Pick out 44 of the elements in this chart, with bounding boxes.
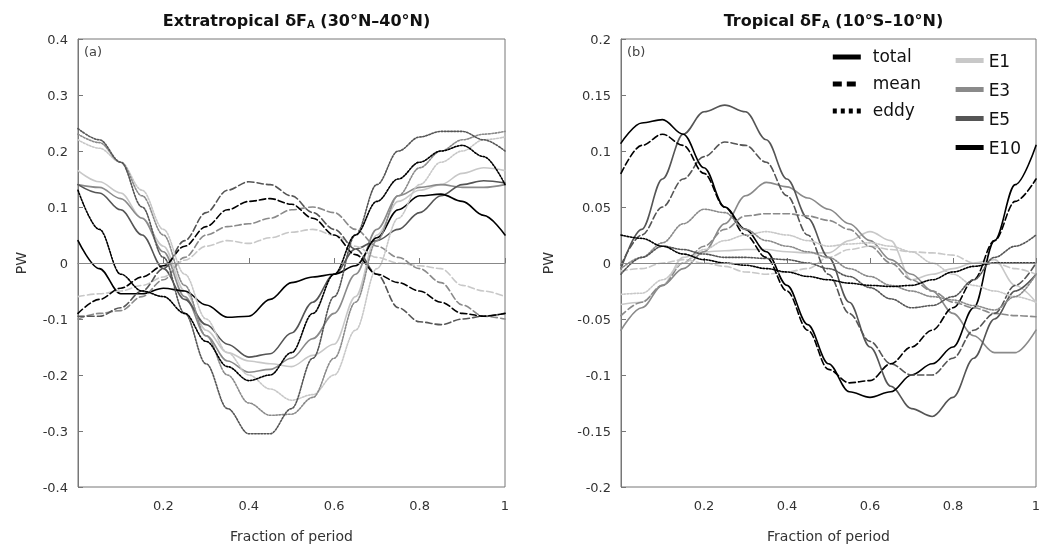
y-tick-label: -0.05 — [577, 311, 611, 327]
annotation: total — [872, 45, 912, 66]
annotation: eddy — [872, 99, 915, 120]
y-tick-label: -0.1 — [585, 367, 611, 383]
x-axis-title: Fraction of period — [230, 528, 353, 544]
legend-label: E10 — [988, 137, 1021, 158]
y-tick-label: -0.4 — [42, 479, 68, 495]
x-tick-label: 0.2 — [693, 498, 715, 513]
legend-label: E5 — [988, 108, 1011, 129]
y-tick-label: 0.05 — [582, 199, 611, 215]
x-tick-label: 0.8 — [942, 498, 964, 513]
x-tick-label: 1 — [500, 498, 510, 513]
x-tick-label: 0.2 — [153, 498, 174, 513]
y-tick-label: -0.3 — [42, 423, 68, 439]
x-tick-label: 0.8 — [409, 498, 430, 513]
y-axis-title: PW — [13, 251, 29, 275]
y-tick-label: 0.2 — [590, 31, 611, 47]
chart-title: Tropical δFA (10°S–10°N) — [723, 10, 944, 30]
y-tick-label: 0.3 — [47, 87, 68, 103]
annotation: (a) — [84, 44, 103, 59]
x-tick-label: 0.6 — [323, 498, 345, 513]
y-tick-label: 0.2 — [47, 143, 68, 159]
annotation: mean — [872, 72, 922, 93]
y-tick-label: 0.1 — [47, 199, 68, 215]
y-axis-title: PW — [540, 251, 556, 275]
y-tick-label: 0.1 — [590, 143, 611, 159]
y-tick-label: 0 — [59, 255, 68, 271]
line-series — [620, 181, 1037, 354]
y-tick-label: -0.15 — [577, 423, 611, 439]
annotation: (b) — [627, 44, 646, 59]
x-tick-label: 0.6 — [859, 498, 881, 513]
x-axis-title: Fraction of period — [767, 528, 890, 544]
y-tick-label: 0 — [602, 255, 611, 271]
x-tick-label: 1 — [1031, 498, 1041, 513]
x-tick-label: 0.4 — [238, 498, 260, 513]
y-tick-label: 0.4 — [47, 31, 68, 47]
y-tick-label: 0.15 — [582, 87, 611, 103]
legend-label: E3 — [988, 79, 1011, 100]
legend-label: E1 — [988, 50, 1011, 71]
y-tick-label: -0.1 — [42, 311, 68, 327]
x-tick-label: 0.4 — [776, 498, 798, 513]
y-tick-label: -0.2 — [42, 367, 68, 383]
y-tick-label: -0.2 — [585, 479, 611, 495]
chart-title: Extratropical δFA (30°N–40°N) — [162, 10, 431, 30]
